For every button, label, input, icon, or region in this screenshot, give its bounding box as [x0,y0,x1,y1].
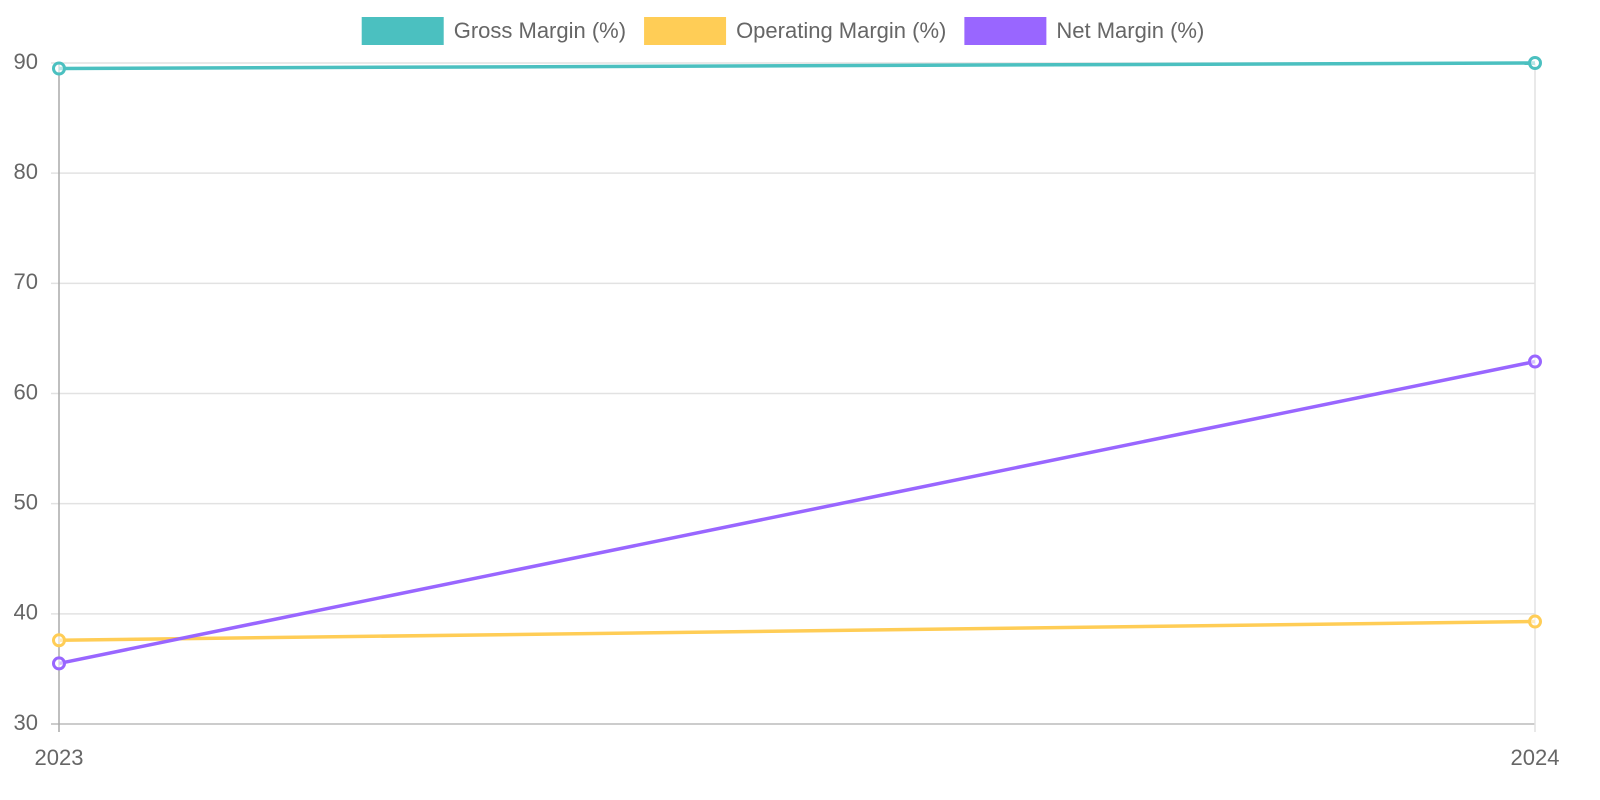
data-point [52,61,66,76]
data-point [1528,614,1542,629]
legend-label: Net Margin (%) [1056,18,1204,43]
legend-swatch [964,17,1047,45]
legend-label: Gross Margin (%) [454,18,626,43]
series-line [58,359,1536,666]
y-tick-label: 40 [14,600,38,625]
x-tick-label: 2024 [1511,745,1560,770]
data-point [1528,354,1542,369]
series-line [58,619,1536,643]
y-tick-label: 60 [14,379,38,404]
y-tick-label: 70 [14,269,38,294]
y-tick-label: 30 [14,710,38,735]
data-point [1528,56,1542,70]
series-line [58,61,1536,71]
x-tick-label: 2023 [35,745,84,770]
data-point [52,633,66,648]
y-tick-label: 90 [14,49,38,74]
legend-swatch [361,17,444,45]
data-point [52,656,66,671]
y-tick-label: 50 [14,489,38,514]
legend-swatch [644,17,727,45]
legend-label: Operating Margin (%) [736,18,946,43]
y-tick-label: 80 [14,159,38,184]
